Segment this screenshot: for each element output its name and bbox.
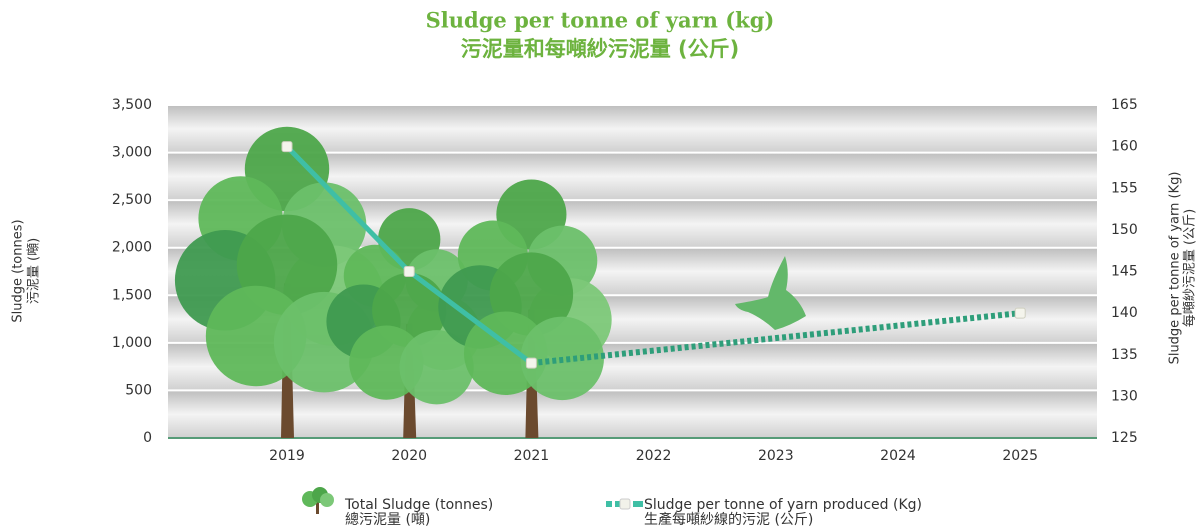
- y2-tick-label: 165: [1111, 97, 1138, 113]
- y2-tick-label: 145: [1111, 264, 1138, 280]
- y-tick-label: 2,500: [112, 192, 152, 208]
- y2-tick-label: 125: [1111, 430, 1138, 446]
- x-tick-label: 2023: [758, 448, 794, 464]
- y-tick-label: 1,500: [112, 287, 152, 303]
- y2-tick-label: 135: [1111, 347, 1138, 363]
- x-tick-label: 2020: [391, 448, 427, 464]
- y2-tick-label: 130: [1111, 388, 1138, 404]
- y-tick-label: 1,000: [112, 335, 152, 351]
- y2-tick-label: 150: [1111, 222, 1138, 238]
- legend-icon: [300, 486, 336, 516]
- legend-icon: [604, 495, 644, 515]
- y2-tick-label: 140: [1111, 305, 1138, 321]
- y-tick-label: 500: [125, 382, 152, 398]
- x-tick-label: 2024: [880, 448, 916, 464]
- line-marker: [1015, 308, 1025, 318]
- chart-subtitle: 污泥量和每噸紗污泥量 (公斤): [461, 37, 740, 61]
- x-tick-label: 2025: [1002, 448, 1038, 464]
- page: Sludge per tonne of yarn (kg) 污泥量和每噸紗污泥量…: [0, 0, 1201, 532]
- y2-tick-label: 155: [1111, 180, 1138, 196]
- y-tick-label: 0: [143, 430, 152, 446]
- line-marker: [526, 358, 536, 368]
- y2-axis-label: 每噸紗污泥量 (公斤): [1182, 209, 1198, 327]
- line-marker: [282, 142, 292, 152]
- chart-title: Sludge per tonne of yarn (kg): [426, 8, 775, 33]
- y-tick-label: 3,000: [112, 145, 152, 161]
- y-axis-label: 污泥量 (噸): [27, 238, 42, 304]
- y-tick-label: 3,500: [112, 97, 152, 113]
- grid-band: [168, 390, 1097, 438]
- x-tick-label: 2022: [636, 448, 672, 464]
- x-tick-label: 2019: [269, 448, 305, 464]
- legend-label: Total Sludge (tonnes) 總污泥量 (噸): [345, 498, 595, 528]
- y2-axis-label: Sludge per tonne of yarn (Kg): [1168, 172, 1183, 365]
- x-tick-label: 2021: [514, 448, 550, 464]
- y-axis-label: Sludge (tonnes): [11, 219, 26, 322]
- line-marker: [404, 267, 414, 277]
- y2-tick-label: 160: [1111, 139, 1138, 155]
- y-tick-label: 2,000: [112, 240, 152, 256]
- legend-label: Sludge per tonne of yarn produced (Kg) 生…: [644, 498, 1044, 528]
- chart: Sludge per tonne of yarn (kg) 污泥量和每噸紗污泥量…: [0, 0, 1201, 532]
